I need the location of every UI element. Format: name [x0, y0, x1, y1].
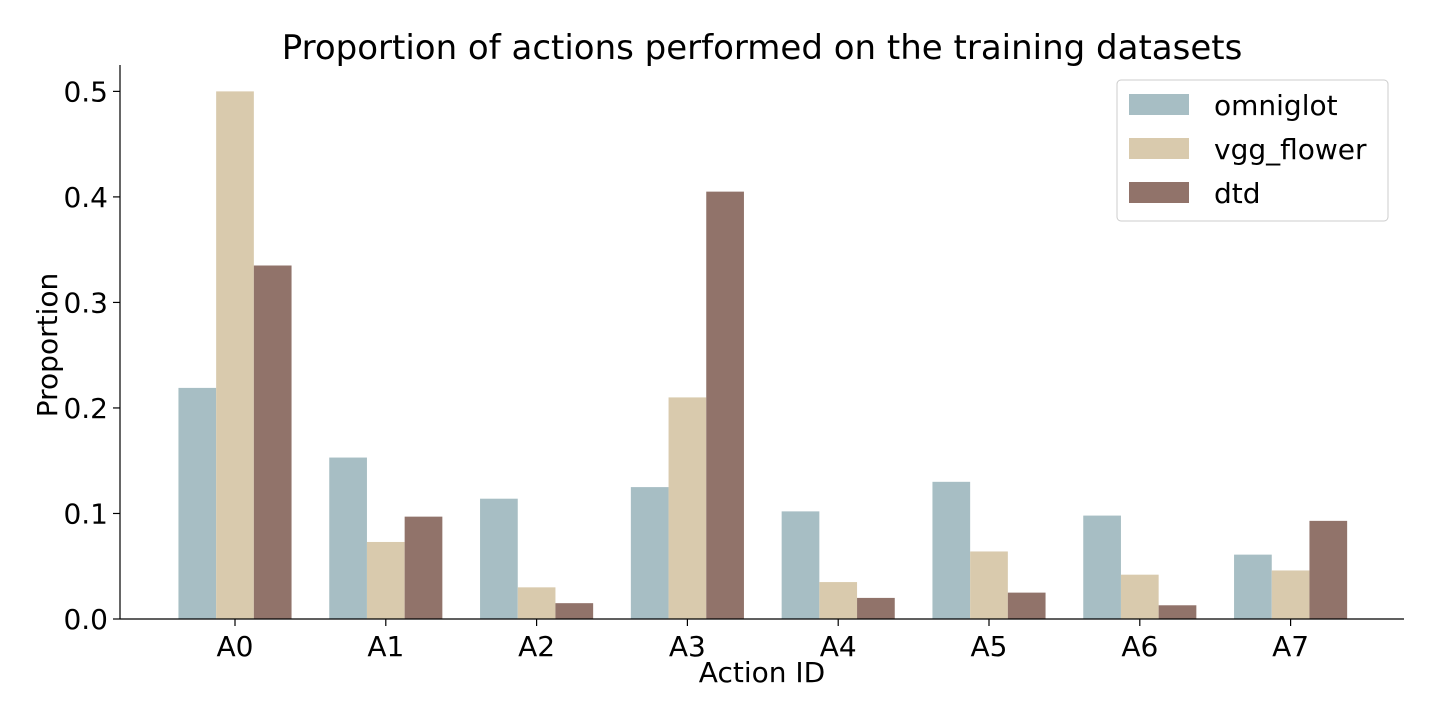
- bar-dtd-A5: [1007, 592, 1046, 619]
- bar-vgg_flower-A2: [517, 587, 556, 619]
- bar-vgg_flower-A1: [366, 541, 405, 619]
- bar-dtd-A1: [404, 516, 443, 619]
- bar-omniglot-A4: [781, 511, 820, 619]
- legend-swatch-dtd: [1129, 182, 1189, 203]
- bar-dtd-A6: [1158, 605, 1197, 619]
- x-tick-label: A3: [669, 630, 706, 663]
- y-ticks-group: 0.0 0.1 0.2 0.3 0.4 0.5: [63, 75, 120, 636]
- legend-swatch-omniglot: [1129, 94, 1189, 115]
- bar-dtd-A2: [555, 603, 594, 619]
- bar-omniglot-A6: [1083, 515, 1121, 619]
- bar-omniglot-A1: [329, 457, 367, 619]
- y-tick-label: 0.5: [63, 75, 108, 108]
- bar-omniglot-A3: [630, 487, 669, 619]
- legend-label-dtd: dtd: [1214, 177, 1261, 210]
- bar-vgg_flower-A6: [1120, 574, 1159, 619]
- legend-swatch-vgg_flower: [1129, 138, 1189, 159]
- bar-dtd-A3: [706, 191, 744, 619]
- x-axis-label: Action ID: [699, 656, 825, 689]
- bar-omniglot-A5: [932, 481, 971, 619]
- chart-title: Proportion of actions performed on the t…: [282, 28, 1243, 68]
- legend-label-omniglot: omniglot: [1214, 89, 1338, 122]
- y-tick-label: 0.3: [63, 286, 108, 319]
- x-ticks-group: A0 A1 A2 A3 A4 A5 A6 A7: [217, 619, 1309, 663]
- bar-vgg_flower-A7: [1271, 570, 1310, 619]
- y-tick-label: 0.0: [63, 603, 108, 636]
- x-tick-label: A2: [518, 630, 555, 663]
- bar-dtd-A7: [1309, 520, 1348, 619]
- x-tick-label: A5: [971, 630, 1008, 663]
- y-axis-label: Proportion: [31, 273, 64, 417]
- x-tick-label: A0: [217, 630, 254, 663]
- bar-omniglot-A7: [1234, 554, 1272, 619]
- x-tick-label: A4: [820, 630, 857, 663]
- bar-vgg_flower-A0: [216, 91, 254, 619]
- bar-vgg_flower-A3: [668, 397, 707, 619]
- x-tick-label: A7: [1272, 630, 1309, 663]
- bar-vgg_flower-A5: [970, 551, 1008, 619]
- bar-vgg_flower-A4: [819, 582, 858, 619]
- x-tick-label: A6: [1121, 630, 1158, 663]
- bars-group: [178, 91, 1348, 619]
- x-tick-label: A1: [367, 630, 404, 663]
- bar-omniglot-A2: [480, 498, 518, 619]
- bar-dtd-A4: [857, 597, 895, 619]
- bar-omniglot-A0: [178, 387, 217, 619]
- legend-label-vgg_flower: vgg_flower: [1214, 133, 1367, 166]
- y-tick-label: 0.4: [63, 181, 108, 214]
- bar-dtd-A0: [253, 265, 292, 619]
- y-tick-label: 0.2: [63, 392, 108, 425]
- y-tick-label: 0.1: [63, 497, 108, 530]
